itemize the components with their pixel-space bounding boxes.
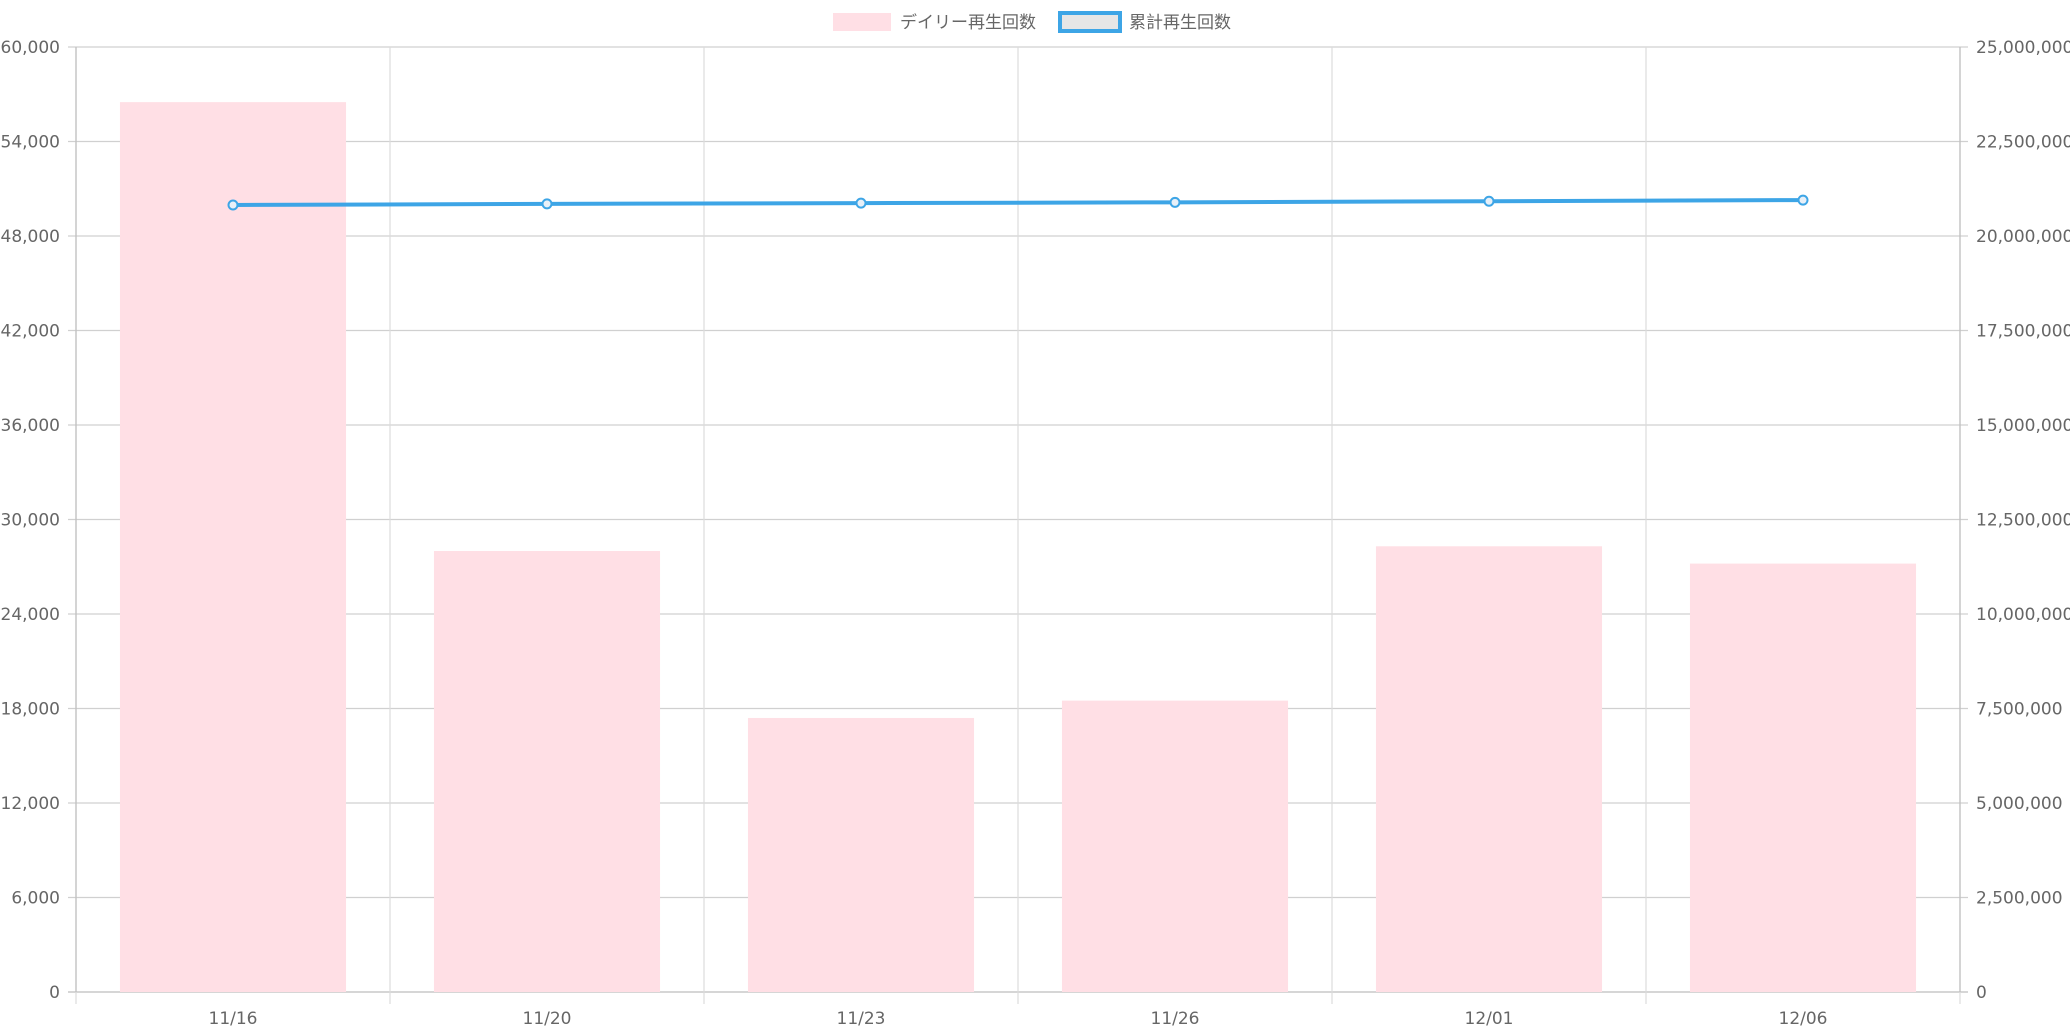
- y-left-tick-label: 42,000: [1, 322, 60, 342]
- x-tick-label: 11/23: [837, 1009, 886, 1029]
- line-point: [1483, 195, 1495, 207]
- series-line: [232, 198, 1804, 208]
- bar-series: [119, 102, 1917, 992]
- y-right-tick-label: 2,500,000: [1976, 889, 2063, 909]
- bar: [1689, 563, 1917, 992]
- bar: [1061, 700, 1289, 992]
- legend-label-line: 累計再生回数: [1129, 13, 1231, 33]
- line-point: [1797, 194, 1809, 206]
- y-right-tick-label: 0: [1976, 983, 1987, 1003]
- bar: [1375, 546, 1603, 992]
- y-right-tick-label: 17,500,000: [1976, 322, 2070, 342]
- legend-swatch-line: [1058, 11, 1122, 33]
- y-left-tick-label: 0: [49, 983, 60, 1003]
- legend: デイリー再生回数 累計再生回数: [833, 11, 1231, 33]
- axes: 60,000 25,000,000 54,000 22,500,000 48,000 20…: [1, 38, 2070, 1029]
- y-right-tick-label: 20,000,000: [1976, 227, 2070, 247]
- y-left-tick-label: 60,000: [1, 38, 60, 58]
- x-tick-label: 11/20: [523, 1009, 572, 1029]
- y-left-tick-label: 54,000: [1, 133, 60, 153]
- y-left-tick-label: 24,000: [1, 605, 60, 625]
- y-right-tick-label: 25,000,000: [1976, 38, 2070, 58]
- x-tick-label: 11/26: [1151, 1009, 1200, 1029]
- line-series: [227, 194, 1809, 211]
- y-right-tick-label: 10,000,000: [1976, 605, 2070, 625]
- y-left-tick-label: 6,000: [11, 889, 60, 909]
- y-left-tick-label: 30,000: [1, 511, 60, 531]
- y-right-tick-label: 15,000,000: [1976, 416, 2070, 436]
- bar: [119, 102, 347, 992]
- line-point: [541, 198, 553, 210]
- y-left-tick-label: 18,000: [1, 700, 60, 720]
- grid: [68, 46, 1968, 1004]
- legend-label-bar: デイリー再生回数: [900, 12, 1036, 33]
- y-right-tick-label: 22,500,000: [1976, 133, 2070, 153]
- y-left-tick-label: 12,000: [1, 794, 60, 814]
- y-left-tick-label: 48,000: [1, 227, 60, 247]
- x-tick-label: 11/16: [209, 1009, 258, 1029]
- line-point: [855, 197, 867, 209]
- y-right-tick-label: 5,000,000: [1976, 794, 2063, 814]
- y-right-tick-label: 7,500,000: [1976, 700, 2063, 720]
- bar: [433, 551, 661, 992]
- x-tick-label: 12/06: [1779, 1009, 1828, 1029]
- x-tick-label: 12/01: [1465, 1009, 1514, 1029]
- bar: [747, 717, 975, 992]
- y-right-tick-label: 12,500,000: [1976, 511, 2070, 531]
- line-point: [1169, 196, 1181, 208]
- legend-swatch-bar: [833, 13, 891, 31]
- line-point: [227, 199, 239, 211]
- y-left-tick-label: 36,000: [1, 416, 60, 436]
